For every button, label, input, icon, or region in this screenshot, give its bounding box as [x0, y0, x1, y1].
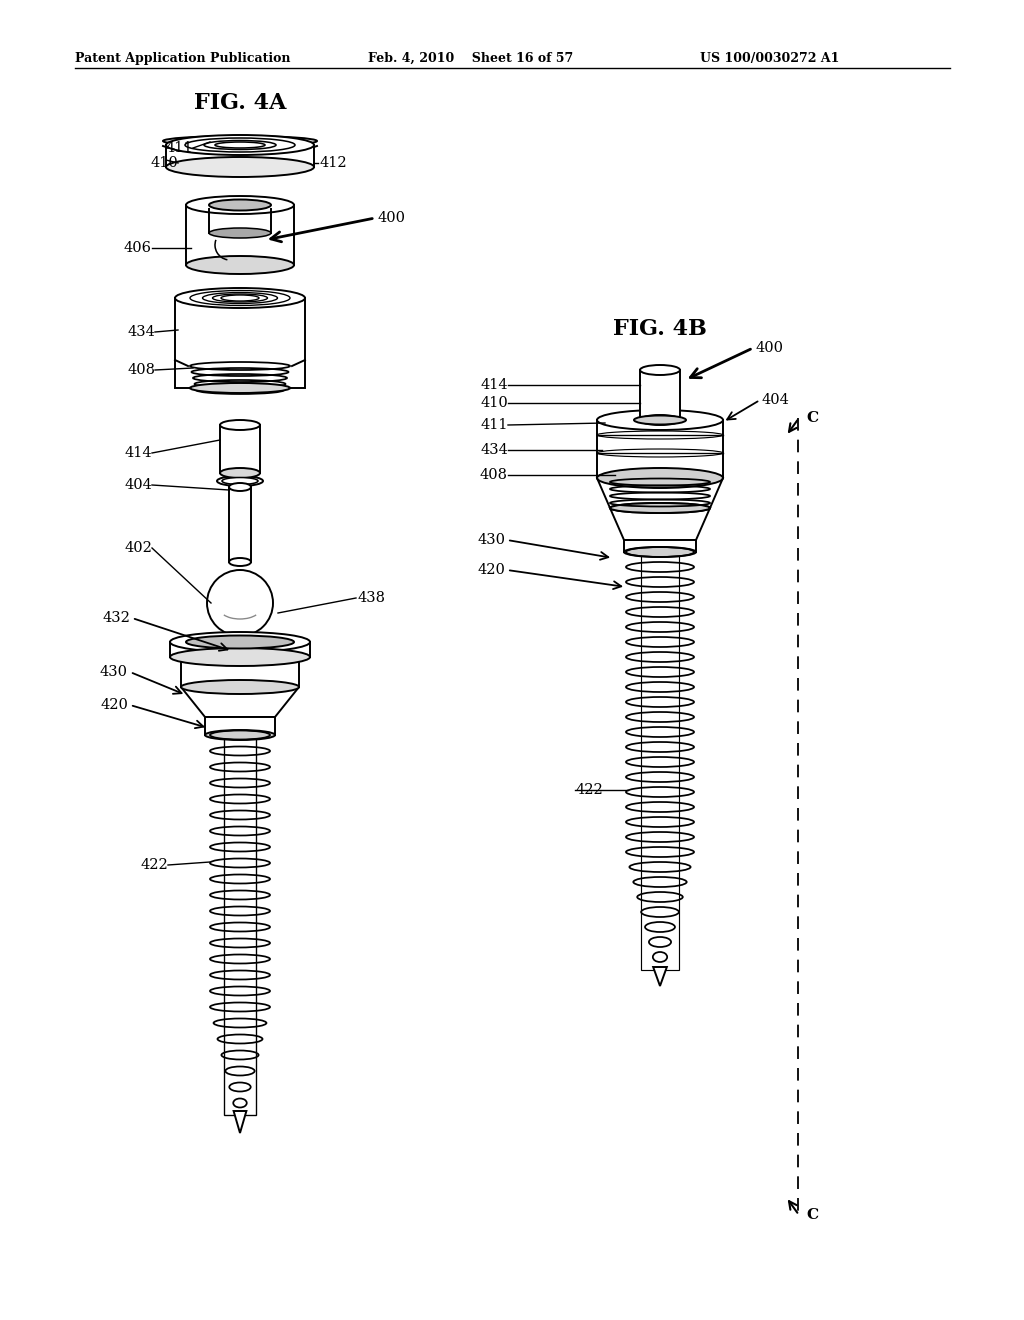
Ellipse shape — [597, 411, 723, 430]
Ellipse shape — [163, 136, 317, 147]
Ellipse shape — [170, 632, 310, 652]
Text: FIG. 4A: FIG. 4A — [194, 92, 286, 114]
Polygon shape — [610, 508, 710, 540]
Bar — [640, 370, 680, 420]
Text: 411: 411 — [166, 141, 193, 154]
Text: 420: 420 — [100, 698, 128, 711]
Text: 404: 404 — [762, 393, 790, 407]
Polygon shape — [653, 968, 667, 986]
Ellipse shape — [186, 195, 294, 214]
Ellipse shape — [190, 383, 290, 393]
Text: C: C — [806, 1208, 818, 1222]
Ellipse shape — [186, 256, 294, 275]
Ellipse shape — [205, 730, 275, 741]
Text: 402: 402 — [124, 541, 152, 554]
Ellipse shape — [220, 469, 260, 478]
Text: 438: 438 — [358, 591, 386, 605]
Bar — [166, 145, 314, 168]
Text: 408: 408 — [127, 363, 155, 378]
Text: 406: 406 — [124, 242, 152, 255]
Text: 434: 434 — [480, 444, 508, 457]
Bar — [175, 298, 305, 388]
Text: 411: 411 — [480, 418, 508, 432]
Text: 434: 434 — [127, 325, 155, 339]
Text: 422: 422 — [140, 858, 168, 873]
Bar — [641, 552, 679, 970]
Text: US 100/0030272 A1: US 100/0030272 A1 — [700, 51, 840, 65]
Text: 430: 430 — [100, 665, 128, 678]
Ellipse shape — [166, 157, 314, 177]
Ellipse shape — [229, 558, 251, 566]
Text: 410: 410 — [480, 396, 508, 411]
Circle shape — [207, 570, 273, 636]
Ellipse shape — [170, 648, 310, 667]
Ellipse shape — [597, 469, 723, 488]
Bar — [597, 420, 723, 478]
Text: Patent Application Publication: Patent Application Publication — [75, 51, 291, 65]
Ellipse shape — [186, 635, 294, 648]
Ellipse shape — [624, 546, 696, 557]
Ellipse shape — [175, 288, 305, 308]
Polygon shape — [181, 686, 299, 717]
Text: 400: 400 — [378, 211, 406, 224]
Ellipse shape — [640, 366, 680, 375]
Ellipse shape — [209, 199, 271, 210]
Text: 414: 414 — [480, 378, 508, 392]
Ellipse shape — [209, 228, 271, 238]
Bar — [170, 642, 310, 657]
Ellipse shape — [220, 420, 260, 430]
Ellipse shape — [166, 135, 314, 154]
Text: Feb. 4, 2010    Sheet 16 of 57: Feb. 4, 2010 Sheet 16 of 57 — [368, 51, 573, 65]
Ellipse shape — [217, 477, 263, 486]
Text: 408: 408 — [480, 469, 508, 482]
Text: FIG. 4B: FIG. 4B — [613, 318, 707, 341]
Text: 422: 422 — [575, 783, 603, 797]
Bar — [186, 205, 294, 265]
Text: 432: 432 — [102, 611, 130, 624]
Ellipse shape — [222, 478, 258, 484]
Text: 404: 404 — [124, 478, 152, 492]
Bar — [220, 425, 260, 473]
Ellipse shape — [640, 414, 680, 425]
Text: 400: 400 — [755, 341, 783, 355]
Bar — [181, 657, 299, 686]
Ellipse shape — [610, 503, 710, 513]
Ellipse shape — [634, 416, 686, 425]
Text: 412: 412 — [319, 156, 347, 170]
Bar — [624, 540, 696, 552]
Bar — [205, 717, 275, 735]
Bar — [229, 487, 251, 562]
Text: C: C — [806, 411, 818, 425]
Ellipse shape — [610, 503, 710, 513]
Text: 420: 420 — [477, 564, 505, 577]
Text: 414: 414 — [124, 446, 152, 459]
Bar — [224, 735, 256, 1115]
Ellipse shape — [229, 483, 251, 491]
Polygon shape — [233, 1111, 247, 1133]
Text: 410: 410 — [151, 156, 178, 170]
Text: 430: 430 — [477, 533, 505, 546]
Ellipse shape — [181, 680, 299, 694]
